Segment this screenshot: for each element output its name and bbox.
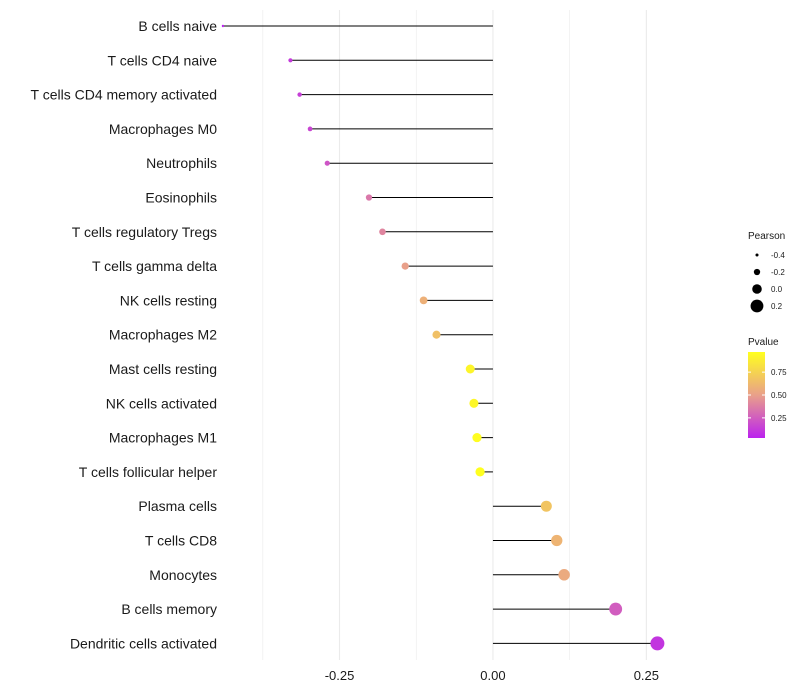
category-label: Eosinophils (145, 190, 217, 206)
dot-1 (288, 58, 293, 63)
category-label: NK cells resting (120, 292, 217, 308)
pearson-size-legend: Pearson -0.4 -0.2 0.0 0.2 (748, 231, 785, 313)
dot-9 (432, 330, 441, 339)
pearson-legend-label: -0.4 (771, 251, 785, 260)
pearson-legend-label: 0.0 (771, 285, 783, 294)
x-axis-ticks: -0.25 0.00 0.25 (325, 668, 659, 683)
dot-0 (221, 24, 225, 28)
category-label: Monocytes (149, 567, 217, 583)
dot-10 (465, 364, 475, 374)
category-label: Macrophages M2 (109, 327, 217, 343)
dot-18 (650, 636, 665, 651)
category-label: B cells memory (121, 601, 217, 617)
category-label: T cells regulatory Tregs (72, 224, 217, 240)
pvalue-colorbar (748, 352, 765, 438)
category-label: T cells CD4 memory activated (31, 87, 217, 103)
pearson-legend-label: -0.2 (771, 268, 785, 277)
pvalue-color-legend: Pvalue 0.75 0.50 0.25 (748, 337, 787, 438)
dot-6 (379, 228, 386, 236)
pearson-legend-dot (755, 253, 759, 257)
pearson-legend-dot (752, 284, 762, 294)
pvalue-legend-label: 0.25 (771, 414, 787, 423)
dot-16 (558, 569, 570, 581)
dot-14 (540, 500, 552, 512)
category-label: Macrophages M0 (109, 121, 217, 137)
category-label: T cells follicular helper (79, 464, 218, 480)
dot-15 (551, 534, 563, 547)
category-label: T cells CD4 naive (108, 52, 218, 68)
category-labels: B cells naive T cells CD4 naive T cells CD… (31, 18, 218, 651)
pvalue-legend-label: 0.75 (771, 368, 787, 377)
lollipop-stems (222, 25, 658, 644)
pearson-legend-title: Pearson (748, 231, 785, 242)
category-label: Plasma cells (138, 498, 217, 514)
pvalue-legend-label: 0.50 (771, 391, 787, 400)
category-label: Neutrophils (146, 155, 217, 171)
category-label: B cells naive (138, 18, 217, 34)
dot-3 (307, 126, 313, 132)
category-label: Dendritic cells activated (70, 635, 217, 651)
pearson-legend-dot (750, 299, 764, 313)
lollipop-dots (221, 24, 665, 651)
dot-7 (401, 262, 409, 270)
category-label: NK cells activated (106, 395, 217, 411)
dot-4 (324, 160, 330, 166)
dot-8 (419, 296, 428, 305)
pvalue-legend-title: Pvalue (748, 337, 779, 348)
dot-5 (365, 194, 373, 201)
dot-13 (475, 467, 485, 477)
pearson-legend-dot (753, 268, 761, 276)
dot-17 (609, 602, 623, 616)
dot-2 (297, 92, 302, 97)
category-label: T cells CD8 (145, 533, 217, 549)
x-tick-label: -0.25 (325, 668, 355, 683)
category-label: T cells gamma delta (92, 258, 217, 274)
dot-12 (472, 433, 482, 443)
category-label: Mast cells resting (109, 361, 217, 377)
x-tick-label: 0.25 (634, 668, 659, 683)
category-label: Macrophages M1 (109, 430, 217, 446)
grid-lines (262, 10, 647, 660)
x-tick-label: 0.00 (480, 668, 505, 683)
pearson-legend-label: 0.2 (771, 302, 783, 311)
dot-11 (469, 398, 479, 408)
